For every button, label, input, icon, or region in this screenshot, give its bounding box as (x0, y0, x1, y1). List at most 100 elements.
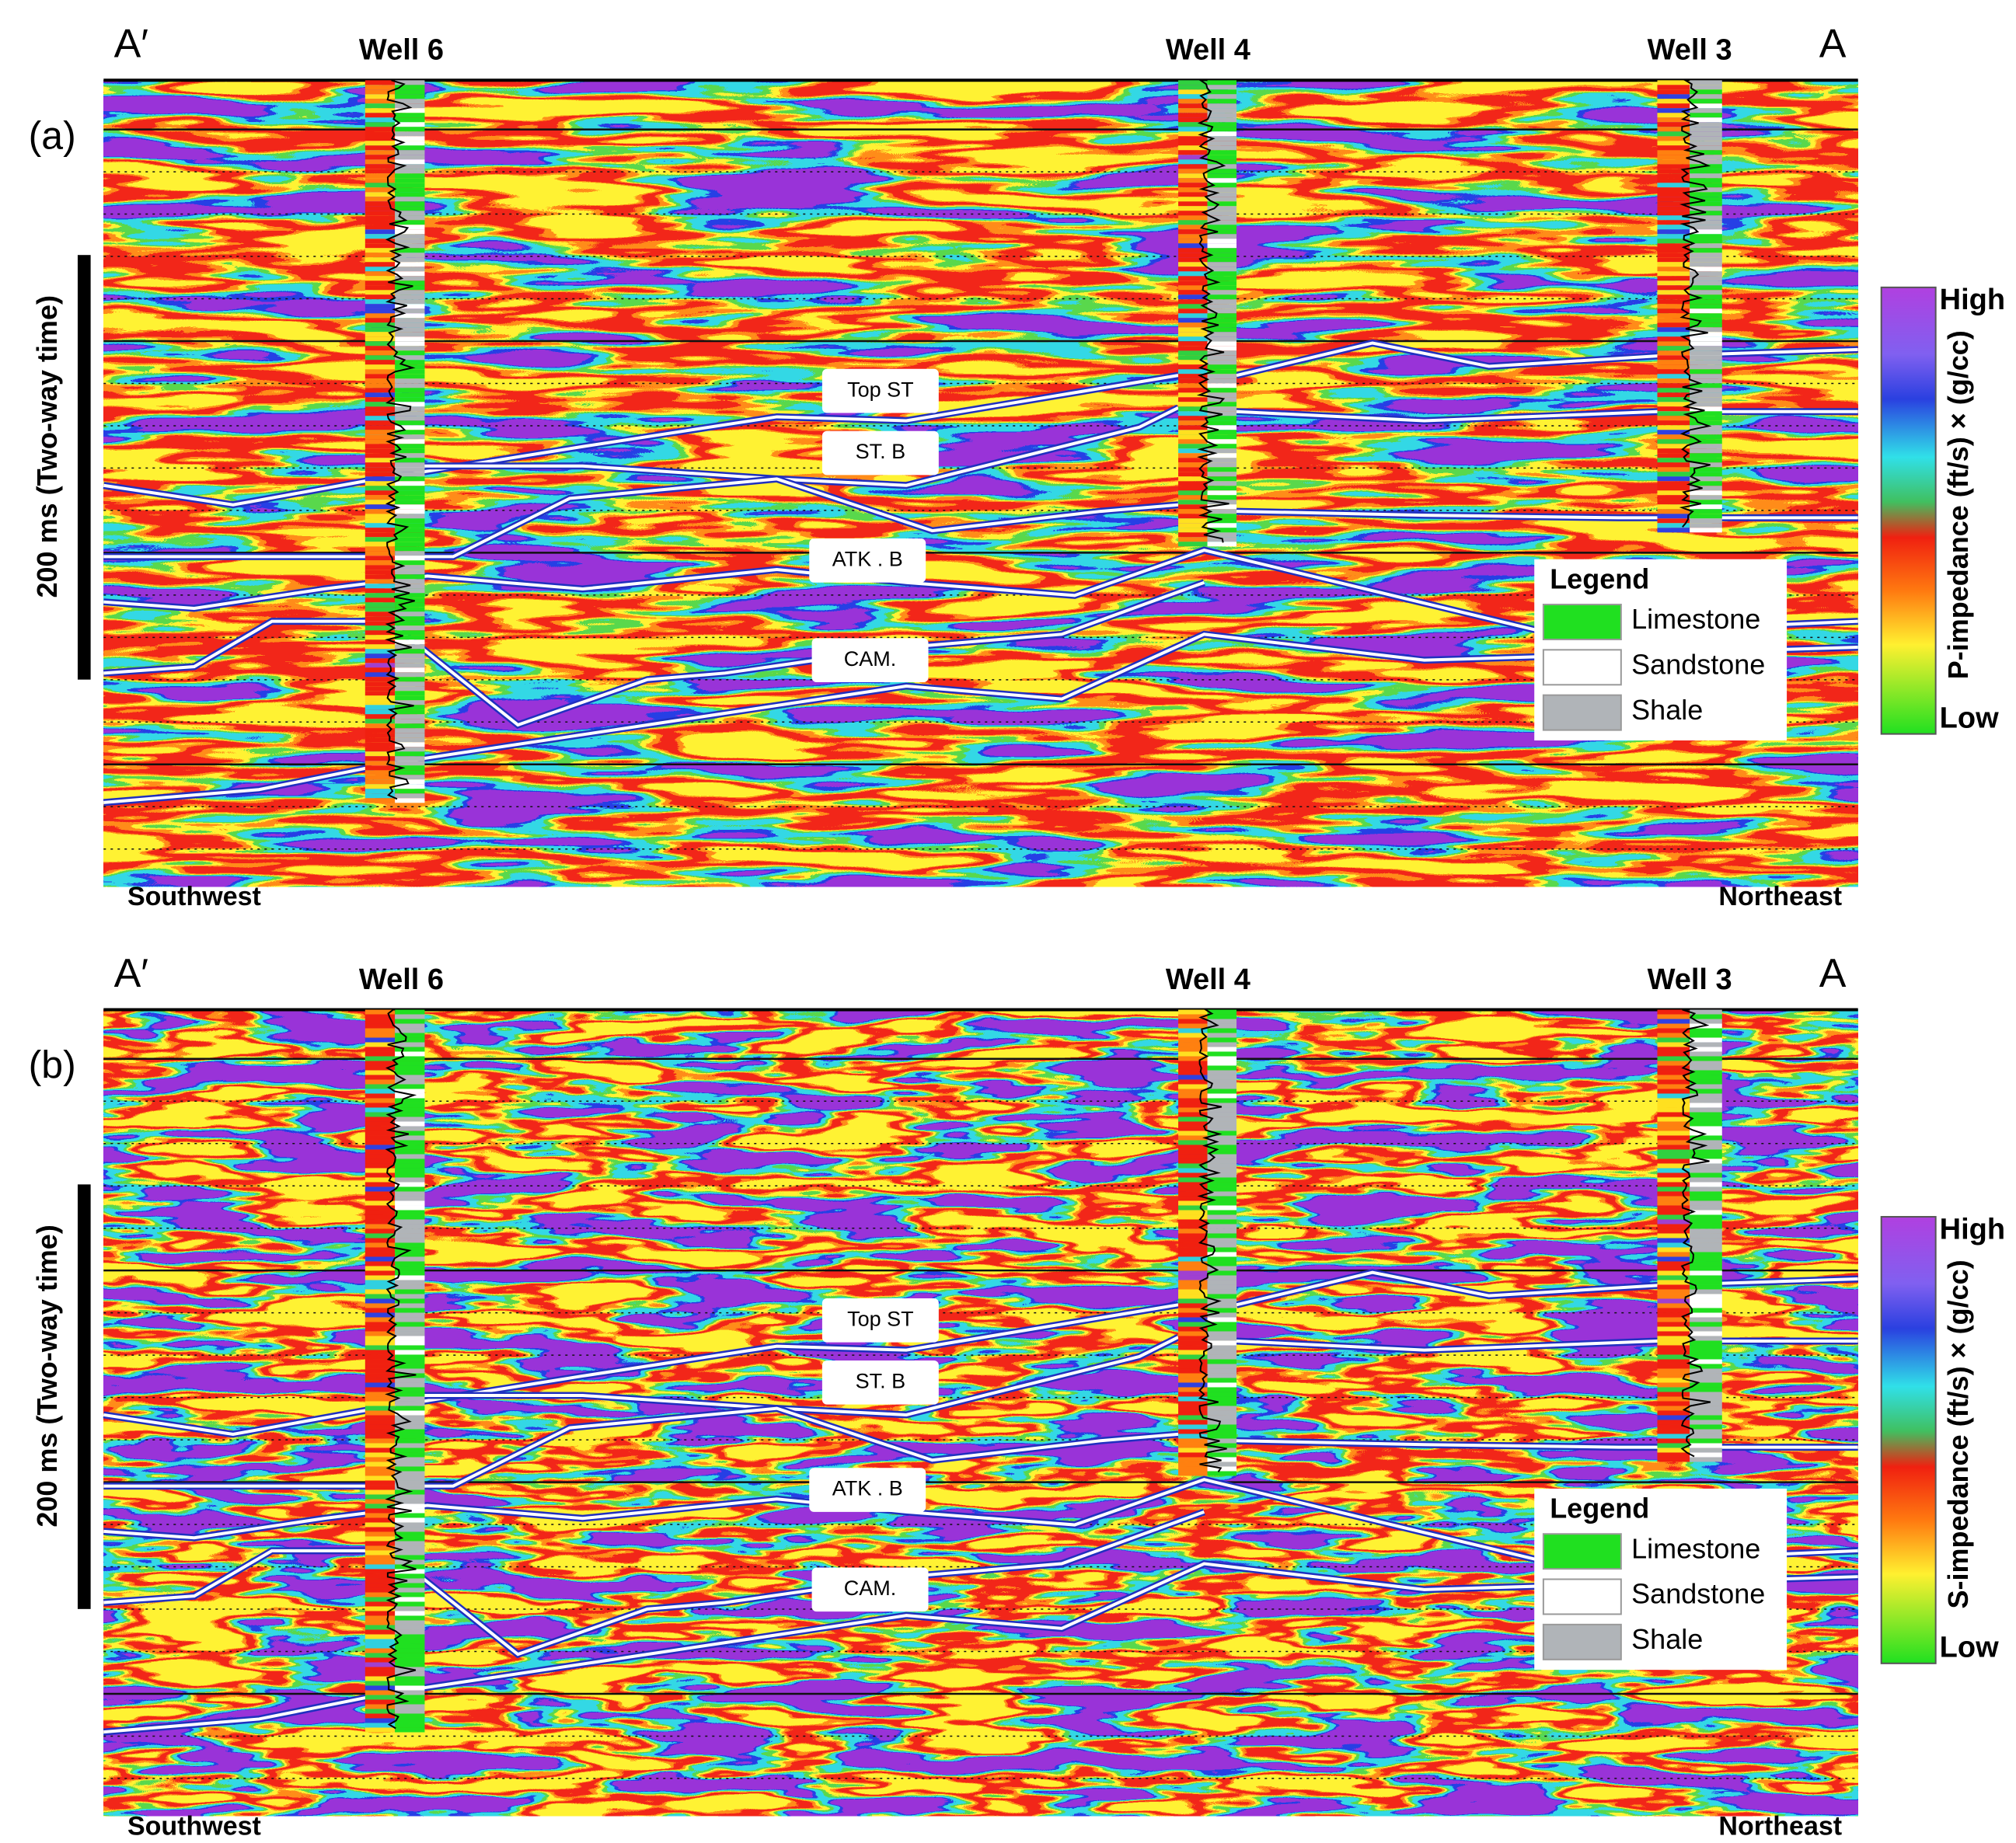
well-impedance-stripe (1178, 211, 1208, 216)
well-lithology (395, 1061, 425, 1066)
well-impedance-stripe (1657, 1070, 1690, 1075)
well-impedance-stripe (1657, 1410, 1690, 1416)
well-impedance-stripe (364, 728, 396, 733)
well-lithology (1207, 187, 1237, 193)
well-lithology (1690, 1284, 1722, 1290)
horizon-label: ST. B (856, 1369, 906, 1392)
well-impedance-stripe (364, 1587, 396, 1593)
well-impedance-stripe (364, 1135, 396, 1141)
well-impedance-stripe (1657, 332, 1690, 337)
well-impedance-stripe (364, 1149, 396, 1155)
well-lithology (1690, 294, 1722, 300)
well-label: Well 6 (359, 963, 444, 996)
well-impedance-stripe (1178, 187, 1208, 193)
well-impedance-stripe (364, 420, 396, 426)
well-lithology (395, 1144, 425, 1150)
well-impedance-stripe (364, 136, 396, 141)
well-impedance-stripe (1178, 164, 1208, 169)
well-lithology (395, 322, 425, 328)
well-impedance-stripe (1178, 1149, 1208, 1155)
well-lithology (1690, 1065, 1722, 1071)
well-impedance-stripe (1657, 350, 1690, 356)
well-impedance-stripe (364, 425, 396, 430)
well-lithology (395, 1233, 425, 1239)
well-lithology (395, 1378, 425, 1383)
well-impedance-stripe (1657, 1061, 1690, 1066)
well-impedance-stripe (364, 220, 396, 225)
well-lithology (1690, 420, 1722, 426)
well-lithology (395, 630, 425, 636)
well-lithology (1690, 1303, 1722, 1308)
well-lithology (1207, 322, 1237, 328)
well-impedance-stripe (1178, 458, 1208, 463)
well-impedance-stripe (364, 495, 396, 500)
well-impedance-stripe (1657, 411, 1690, 416)
well-lithology (1690, 444, 1722, 449)
well-impedance-stripe (1657, 1112, 1690, 1117)
well-lithology (1690, 1033, 1722, 1038)
well-impedance-stripe (1657, 434, 1690, 440)
well-impedance-stripe (1178, 1350, 1208, 1355)
well-lithology (395, 700, 425, 705)
well-lithology (1207, 1247, 1237, 1252)
well-impedance-stripe (1657, 504, 1690, 510)
well-lithology (1690, 1373, 1722, 1378)
well-lithology (1690, 1056, 1722, 1061)
horizon (103, 548, 1858, 636)
well-lithology (1207, 206, 1237, 211)
well-impedance-stripe (1178, 481, 1208, 486)
well-lithology (395, 243, 425, 249)
well-lithology (1207, 1228, 1237, 1234)
well-lithology (1207, 304, 1237, 309)
well-impedance-stripe (364, 1368, 396, 1374)
well-impedance-stripe (1657, 1168, 1690, 1173)
well-lithology (395, 1676, 425, 1681)
well-impedance-stripe (1657, 1280, 1690, 1285)
well-lithology (1207, 1345, 1237, 1350)
well-impedance-stripe (364, 1569, 396, 1574)
well-lithology (1690, 145, 1722, 151)
well-impedance-stripe (364, 1494, 396, 1500)
well-lithology (1207, 239, 1237, 244)
horizon (1236, 409, 1858, 423)
well-impedance-stripe (1178, 369, 1208, 375)
well-lithology (1690, 1061, 1722, 1066)
well-impedance-stripe (364, 1601, 396, 1607)
well-impedance-stripe (1657, 346, 1690, 351)
well-lithology (1207, 1392, 1237, 1397)
well-lithology (1690, 434, 1722, 440)
well-lithology (1690, 1326, 1722, 1332)
well-impedance-stripe (364, 1629, 396, 1635)
well-impedance-stripe (1178, 1019, 1208, 1024)
well-impedance-stripe (1178, 1289, 1208, 1294)
well-impedance-stripe (364, 1545, 396, 1551)
well-impedance-stripe (364, 280, 396, 286)
well-impedance-stripe (1178, 1061, 1208, 1066)
well-impedance-stripe (364, 131, 396, 137)
well-impedance-stripe (1657, 518, 1690, 524)
well-lithology (395, 495, 425, 500)
well-lithology (1690, 1448, 1722, 1453)
well-impedance-stripe (364, 1429, 396, 1434)
well-lithology (1690, 1168, 1722, 1173)
horizon-label: CAM. (844, 647, 897, 671)
well-lithology (1207, 313, 1237, 319)
well-impedance-stripe (364, 355, 396, 361)
well-lithology (395, 173, 425, 179)
well-lithology (1690, 1163, 1722, 1169)
well-lithology (395, 625, 425, 631)
well-lithology (395, 1406, 425, 1411)
well-lithology (395, 229, 425, 235)
well-impedance-stripe (364, 1709, 396, 1714)
well-impedance-stripe (364, 1410, 396, 1416)
well-impedance-stripe (1178, 397, 1208, 402)
well-impedance-stripe (1178, 416, 1208, 421)
horizon (1236, 341, 1858, 378)
well-lithology (395, 1131, 425, 1136)
well-lithology (395, 201, 425, 207)
well-impedance-stripe (364, 1117, 396, 1122)
well-lithology (1690, 378, 1722, 384)
well-lithology (1207, 1396, 1237, 1402)
well-impedance-stripe (1178, 420, 1208, 426)
well-impedance-stripe (1657, 1056, 1690, 1061)
